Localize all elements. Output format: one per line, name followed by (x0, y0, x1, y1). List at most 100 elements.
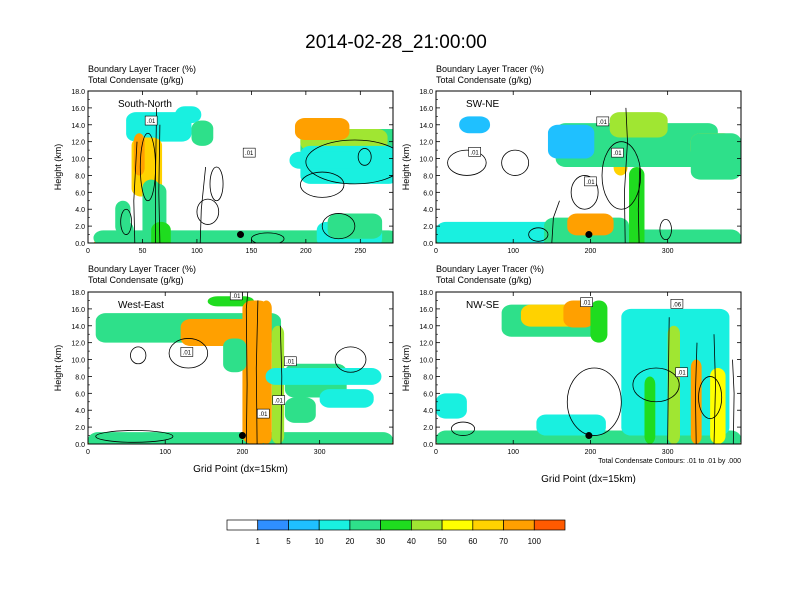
tracer-region (284, 397, 316, 423)
location-marker (585, 432, 593, 440)
y-tick-label: 6.0 (75, 190, 85, 197)
tracer-region (126, 112, 192, 142)
location-marker (237, 231, 244, 239)
contour-label-text: .01 (286, 360, 295, 366)
contour-label-text: .01 (147, 119, 156, 125)
y-tick-label: 18.0 (71, 290, 85, 297)
tracer-region (609, 112, 668, 138)
contour-label-text: .01 (259, 412, 268, 418)
x-tick-label: 250 (354, 248, 366, 255)
panel-label: South-North (118, 99, 172, 110)
y-tick-label: 18.0 (419, 89, 433, 96)
tracer-field: .01 .01 (88, 91, 393, 243)
condensate-contour-line (667, 317, 670, 444)
x-axis-label-right: Grid Point (dx=15km) (541, 474, 636, 485)
y-tick-label: 6.0 (75, 391, 85, 398)
condensate-contour-line (732, 359, 735, 444)
y-tick-label: 6.0 (423, 391, 433, 398)
condensate-contour (447, 149, 487, 176)
tracer-field: .01 .01 .01 .01 .01 (88, 292, 393, 444)
y-axis-label: Height (km) (401, 144, 411, 191)
contour-label-text: .01 (599, 120, 608, 126)
tracer-region (260, 300, 272, 444)
contour-label-text: .01 (232, 294, 241, 300)
contour-footnote: Total Condensate Contours: .01 to .01 by… (598, 458, 741, 465)
location-marker (238, 432, 246, 440)
subtitle-tracer: Boundary Layer Tracer (%) (436, 64, 545, 74)
panel-1-subtitle: Boundary Layer Tracer (%) Total Condensa… (88, 64, 196, 86)
subtitle-tracer: Boundary Layer Tracer (%) (88, 264, 197, 274)
condensate-contour (300, 171, 345, 198)
contour-label: .01 (284, 356, 297, 367)
y-tick-label: 4.0 (75, 207, 85, 214)
y-tick-label: 6.0 (423, 190, 433, 197)
y-tick-label: 2.0 (75, 425, 85, 432)
condensate-contour (321, 213, 356, 240)
y-tick-label: 10.0 (71, 157, 85, 164)
contour-label: .01 (256, 408, 270, 419)
condensate-contour-line (551, 200, 560, 243)
tracer-region (436, 393, 467, 419)
subtitle-condensate: Total Condensate (g/kg) (88, 275, 184, 285)
tracer-region (319, 389, 374, 408)
tracer-region (690, 359, 702, 444)
tracer-region (547, 124, 595, 159)
panel-label: West-East (118, 300, 164, 311)
y-tick-label: 8.0 (75, 374, 85, 381)
panel-label: NW-SE (466, 300, 499, 311)
contour-label: .01 (272, 395, 286, 405)
condensate-contour (209, 166, 224, 202)
condensate-contour (120, 208, 132, 235)
tracer-region (294, 118, 350, 140)
y-tick-label: 0.0 (423, 241, 433, 248)
tracer-region (710, 368, 726, 444)
y-tick-label: 10.0 (71, 358, 85, 365)
condensate-contour-line (637, 166, 641, 243)
y-axis-label: Height (km) (53, 345, 63, 392)
tracer-region (133, 133, 145, 176)
y-tick-label: 8.0 (423, 173, 433, 180)
contour-label-text: .01 (582, 301, 591, 307)
condensate-contour (334, 346, 367, 373)
subtitle-condensate: Total Condensate (g/kg) (436, 75, 532, 85)
y-tick-label: 16.0 (71, 106, 85, 113)
x-tick-label: 0 (86, 449, 90, 456)
x-tick-label: 200 (585, 449, 597, 456)
y-tick-label: 14.0 (419, 324, 433, 331)
condensate-contour-line (245, 292, 249, 444)
contour-label: .01 (596, 116, 610, 127)
condensate-contour (451, 421, 476, 436)
condensate-contour (632, 367, 680, 403)
contour-label: .01 (580, 297, 593, 307)
x-tick-label: 200 (300, 248, 312, 255)
condensate-contour (601, 141, 642, 210)
tracer-region (191, 120, 214, 146)
y-tick-label: 18.0 (71, 89, 85, 96)
condensate-contour (501, 149, 530, 176)
x-tick-label: 100 (159, 449, 171, 456)
subtitle-tracer: Boundary Layer Tracer (%) (436, 264, 545, 274)
tracer-region (151, 221, 171, 243)
panel-3-subtitle: Boundary Layer Tracer (%) Total Condensa… (88, 264, 196, 286)
condensate-contour (357, 148, 372, 166)
y-tick-label: 18.0 (419, 290, 433, 297)
y-tick-label: 14.0 (419, 123, 433, 130)
tracer-region (289, 151, 366, 169)
condensate-contour (95, 430, 174, 443)
condensate-contour (659, 218, 672, 241)
contour-label-text: .01 (470, 150, 479, 156)
y-tick-label: 2.0 (75, 224, 85, 231)
condensate-contour (305, 139, 393, 185)
contour-label-text: .01 (183, 350, 192, 356)
contour-label-text: .06 (673, 302, 682, 308)
x-tick-label: 200 (237, 449, 249, 456)
condensate-contour-line (255, 300, 259, 444)
condensate-contour (196, 198, 220, 225)
contour-label: .01 (180, 347, 194, 357)
contour-label-text: .01 (586, 180, 595, 186)
y-tick-label: 4.0 (423, 408, 433, 415)
contour-label: .01 (144, 115, 158, 126)
